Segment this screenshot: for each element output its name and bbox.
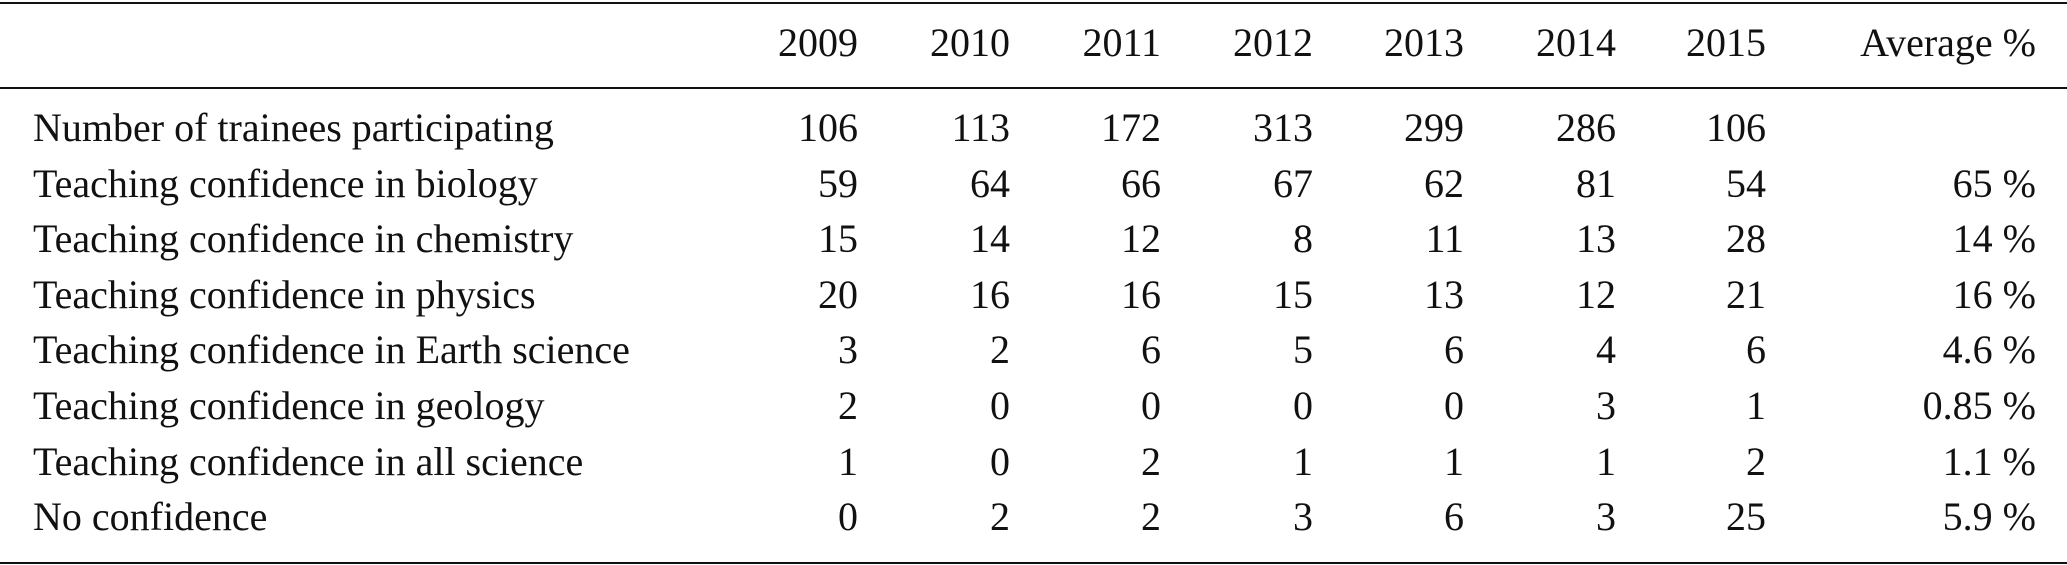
cell-value: 59 — [818, 160, 858, 206]
cell-value: 1 — [1293, 438, 1313, 484]
cell-value: 1 — [1746, 383, 1766, 428]
cell-value: 54 — [1726, 160, 1766, 206]
cell-value: 106 — [1706, 105, 1766, 150]
cell-value: 16 — [970, 271, 1010, 317]
cell-value: 13 — [1576, 216, 1616, 262]
cell-value: 8 — [1293, 216, 1313, 262]
column-header: 2009 — [778, 20, 858, 65]
column-header: 2014 — [1536, 20, 1616, 65]
cell-value: 313 — [1253, 105, 1313, 150]
cell-value: 64 — [970, 160, 1010, 206]
cell-value: 0.85 % — [1922, 383, 2036, 428]
cell-value: 0 — [990, 438, 1010, 484]
cell-value: 2 — [1746, 438, 1766, 484]
cell-value: 5 — [1293, 327, 1313, 373]
cell-value: 299 — [1404, 105, 1464, 150]
cell-value: 286 — [1556, 105, 1616, 150]
cell-value: 1 — [838, 438, 858, 484]
cell-value: 65 % — [1952, 160, 2036, 206]
cell-value: 2 — [838, 383, 858, 428]
cell-value: 2 — [990, 327, 1010, 373]
bottom-rule — [0, 562, 2067, 564]
cell-value: 4 — [1596, 327, 1616, 373]
cell-value: 1.1 % — [1942, 438, 2036, 484]
cell-value: 3 — [838, 327, 858, 373]
header-rule — [0, 87, 2067, 89]
cell-value: 81 — [1576, 160, 1616, 206]
cell-value: 2 — [1141, 494, 1161, 540]
row-label: Teaching confidence in geology — [33, 383, 545, 428]
cell-value: 2 — [1141, 438, 1161, 484]
cell-value: 6 — [1444, 327, 1464, 373]
cell-value: 2 — [990, 494, 1010, 540]
column-header: Average % — [1860, 20, 2036, 65]
cell-value: 3 — [1596, 383, 1616, 428]
cell-value: 0 — [1293, 383, 1313, 428]
cell-value: 21 — [1726, 271, 1766, 317]
cell-value: 3 — [1293, 494, 1313, 540]
cell-value: 28 — [1726, 216, 1766, 262]
cell-value: 6 — [1746, 327, 1766, 373]
cell-value: 66 — [1121, 160, 1161, 206]
cell-value: 20 — [818, 271, 858, 317]
cell-value: 12 — [1121, 216, 1161, 262]
column-header: 2015 — [1686, 20, 1766, 65]
row-label: No confidence — [33, 494, 268, 540]
cell-value: 5.9 % — [1942, 494, 2036, 540]
cell-value: 15 — [1273, 271, 1313, 317]
cell-value: 15 — [818, 216, 858, 262]
cell-value: 25 — [1726, 494, 1766, 540]
cell-value: 0 — [838, 494, 858, 540]
cell-value: 14 % — [1952, 216, 2036, 262]
column-header: 2012 — [1233, 20, 1313, 65]
row-label: Teaching confidence in all science — [33, 438, 584, 484]
column-header: 2013 — [1384, 20, 1464, 65]
cell-value: 0 — [1444, 383, 1464, 428]
cell-value: 6 — [1444, 494, 1464, 540]
cell-value: 113 — [951, 105, 1010, 150]
cell-value: 0 — [990, 383, 1010, 428]
cell-value: 11 — [1425, 216, 1464, 262]
column-header: 2011 — [1082, 20, 1161, 65]
cell-value: 12 — [1576, 271, 1616, 317]
cell-value: 172 — [1101, 105, 1161, 150]
row-label: Teaching confidence in biology — [33, 160, 538, 206]
cell-value: 13 — [1424, 271, 1464, 317]
row-label: Teaching confidence in Earth science — [33, 327, 630, 373]
cell-value: 16 % — [1952, 271, 2036, 317]
cell-value: 0 — [1141, 383, 1161, 428]
cell-value: 1 — [1444, 438, 1464, 484]
cell-value: 106 — [798, 105, 858, 150]
cell-value: 67 — [1273, 160, 1313, 206]
row-label: Number of trainees participating — [33, 105, 554, 150]
cell-value: 1 — [1596, 438, 1616, 484]
cell-value: 62 — [1424, 160, 1464, 206]
column-header: 2010 — [930, 20, 1010, 65]
cell-value: 6 — [1141, 327, 1161, 373]
row-label: Teaching confidence in chemistry — [33, 216, 574, 262]
cell-value: 4.6 % — [1942, 327, 2036, 373]
cell-value: 3 — [1596, 494, 1616, 540]
cell-value: 16 — [1121, 271, 1161, 317]
row-label: Teaching confidence in physics — [33, 271, 536, 317]
cell-value: 14 — [970, 216, 1010, 262]
top-rule — [0, 2, 2067, 4]
